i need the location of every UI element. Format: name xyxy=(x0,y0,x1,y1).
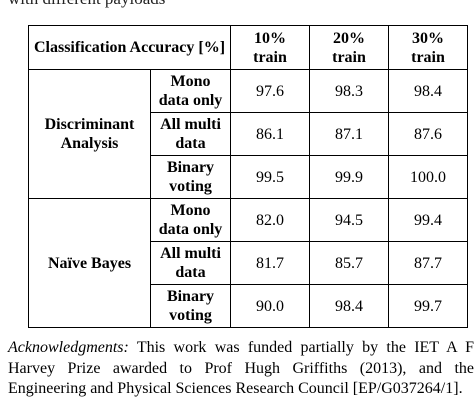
value-cell: 98.4 xyxy=(309,284,390,328)
variant-mono-data-only: Mono data only xyxy=(149,198,232,242)
variant-line1: Binary xyxy=(166,159,215,176)
variant-line1: Binary xyxy=(166,288,215,305)
value-cell: 86.1 xyxy=(230,112,311,156)
header-col-line1: 20% xyxy=(333,29,366,47)
header-col-line1: 10% xyxy=(254,29,287,47)
header-col-line2: train xyxy=(332,48,366,66)
variant-mono-data-only: Mono data only xyxy=(149,69,232,113)
variant-line2: data only xyxy=(158,92,223,109)
method-discriminant-analysis: Discriminant Analysis xyxy=(28,69,151,199)
variant-line2: data xyxy=(175,264,206,281)
variant-line1: All multi xyxy=(160,245,221,262)
table-row: Binary voting 99.5 99.9 100.0 xyxy=(29,155,469,199)
table-row: All multi data 81.7 85.7 87.7 xyxy=(29,241,469,285)
value-cell: 85.7 xyxy=(309,241,390,285)
acknowledgments-paragraph: Acknowledgments: This work was funded pa… xyxy=(8,338,474,400)
acknowledgments-label: Acknowledgments: xyxy=(8,339,129,356)
table-row: Binary voting 90.0 98.4 99.7 xyxy=(29,284,469,328)
acknowledgments-text: This work was funded partially by the IE… xyxy=(8,339,474,397)
value-cell: 90.0 xyxy=(230,284,311,328)
method-line1: Naïve Bayes xyxy=(47,254,132,272)
variant-line2: data only xyxy=(158,221,223,238)
table-row: Discriminant Analysis Mono data only 97.… xyxy=(28,69,469,199)
variant-all-multi-data: All multi data xyxy=(149,112,232,156)
value-cell: 99.5 xyxy=(230,155,311,199)
variant-line1: Mono xyxy=(170,73,211,90)
value-cell: 100.0 xyxy=(388,155,469,199)
value-cell: 82.0 xyxy=(230,198,311,242)
header-col-20-train: 20% train xyxy=(309,25,390,70)
method-line1: Discriminant xyxy=(44,116,135,133)
method-line2: Analysis xyxy=(60,135,119,152)
table-row: All multi data 86.1 87.1 87.6 xyxy=(29,112,469,156)
variant-line2: data xyxy=(175,135,206,152)
value-cell: 87.1 xyxy=(309,112,390,156)
value-cell: 98.3 xyxy=(309,69,390,113)
table-row: Naïve Bayes Mono data only 82.0 94.5 99.… xyxy=(28,198,469,328)
variant-line2: voting xyxy=(169,307,212,324)
table-caption-fragment: with different payloads xyxy=(8,0,165,9)
value-cell: 99.4 xyxy=(388,198,469,242)
table-header-row: Classification Accuracy [%] 10% train 20… xyxy=(27,25,469,70)
value-cell: 87.6 xyxy=(388,112,469,156)
value-cell: 94.5 xyxy=(309,198,390,242)
value-cell: 87.7 xyxy=(388,241,469,285)
value-cell: 81.7 xyxy=(230,241,311,285)
value-cell: 99.9 xyxy=(309,155,390,199)
header-col-30-train: 30% train xyxy=(388,25,469,70)
variant-line2: voting xyxy=(169,178,212,195)
variant-line1: Mono xyxy=(170,202,211,219)
value-cell: 98.4 xyxy=(388,69,469,113)
header-title: Classification Accuracy [%] xyxy=(27,25,232,70)
variant-binary-voting: Binary voting xyxy=(149,284,232,328)
variant-all-multi-data: All multi data xyxy=(149,241,232,285)
value-cell: 99.7 xyxy=(388,284,469,328)
method-naive-bayes: Naïve Bayes xyxy=(28,198,151,328)
header-col-10-train: 10% train xyxy=(230,25,311,70)
variant-binary-voting: Binary voting xyxy=(149,155,232,199)
value-cell: 97.6 xyxy=(230,69,311,113)
classification-accuracy-table: Classification Accuracy [%] 10% train 20… xyxy=(27,25,469,328)
header-col-line2: train xyxy=(253,48,287,66)
header-col-line2: train xyxy=(411,48,445,66)
header-col-line1: 30% xyxy=(412,29,445,47)
variant-line1: All multi xyxy=(160,116,221,133)
